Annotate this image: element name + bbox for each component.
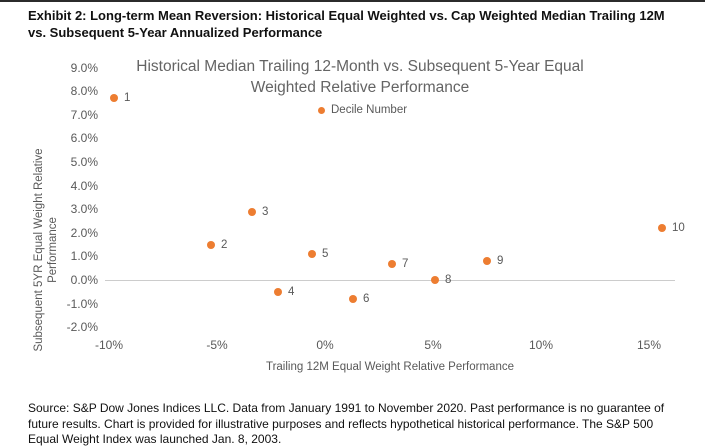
x-tick-label: 15% (636, 338, 662, 352)
y-tick-label: 8.0% (70, 84, 98, 98)
zero-gridline (105, 280, 675, 281)
scatter-point-label-6: 6 (363, 293, 370, 305)
y-tick-label: 0.0% (70, 273, 98, 287)
scatter-point-5 (308, 250, 316, 258)
source-note: Source: S&P Dow Jones Indices LLC. Data … (28, 401, 665, 446)
y-tick-label: -1.0% (66, 297, 98, 311)
x-tick-label: -5% (206, 338, 228, 352)
y-tick-label: 2.0% (70, 226, 98, 240)
y-tick-label: 4.0% (70, 179, 98, 193)
y-tick-label: 5.0% (70, 155, 98, 169)
scatter-point-label-7: 7 (402, 258, 409, 270)
plot-area: 1 2 3 4 5 6 7 8 9 10 (105, 62, 685, 332)
scatter-point-label-4: 4 (288, 286, 295, 298)
x-tick-label: -10% (94, 338, 123, 352)
scatter-point-label-2: 2 (221, 239, 228, 251)
chart-legend: Decile Number (318, 104, 407, 116)
scatter-point-7 (388, 260, 396, 268)
scatter-point-label-9: 9 (497, 255, 504, 267)
chart-title: Historical Median Trailing 12-Month vs. … (136, 58, 584, 96)
y-tick-label: -2.0% (66, 320, 98, 334)
top-border-rule (0, 0, 705, 2)
scatter-point-9 (483, 257, 491, 265)
exhibit-title: Exhibit 2: Long-term Mean Reversion: His… (28, 8, 665, 40)
scatter-point-label-8: 8 (445, 274, 452, 286)
scatter-point-2 (207, 241, 215, 249)
y-tick-label: 1.0% (70, 249, 98, 263)
scatter-point-label-5: 5 (322, 248, 329, 260)
scatter-point-label-1: 1 (124, 92, 131, 104)
x-tick-label: 0% (316, 338, 334, 352)
y-tick-label: 6.0% (70, 131, 98, 145)
scatter-point-1 (110, 94, 118, 102)
x-tick-label: 10% (528, 338, 554, 352)
scatter-point-8 (431, 276, 439, 284)
legend-marker-icon (318, 106, 325, 114)
scatter-point-3 (248, 208, 256, 216)
x-axis-title: Trailing 12M Equal Weight Relative Perfo… (265, 361, 514, 373)
y-tick-label: 3.0% (70, 202, 98, 216)
scatter-point-6 (349, 295, 357, 303)
scatter-chart: Historical Median Trailing 12-Month vs. … (0, 50, 705, 395)
legend-label: Decile Number (331, 104, 408, 116)
y-tick-label: 7.0% (70, 108, 98, 122)
scatter-point-4 (274, 288, 282, 296)
scatter-point-label-3: 3 (262, 206, 269, 218)
scatter-point-label-10: 10 (672, 222, 685, 234)
y-tick-label: 9.0% (70, 61, 98, 75)
scatter-point-10 (658, 224, 666, 232)
x-tick-label: 5% (424, 338, 442, 352)
